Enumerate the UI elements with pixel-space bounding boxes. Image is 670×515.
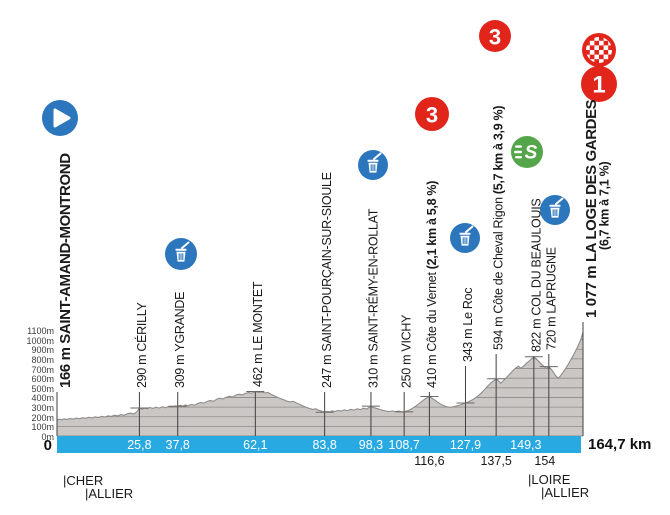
- marker-elevation: 1 077 m: [583, 261, 600, 318]
- marker-name: LAPRUGNE: [544, 247, 559, 314]
- distance-label-127-9: 127,9: [449, 437, 482, 452]
- department-allier-right: |ALLIER: [541, 485, 590, 500]
- y-axis-tick-100: 100m: [31, 422, 54, 433]
- climb-cat3-badge: 3: [479, 20, 511, 52]
- sprint-icon: S: [511, 136, 543, 168]
- marker-name: VICHY: [399, 314, 414, 352]
- marker-label-laprugne: 720 m LAPRUGNE: [544, 247, 559, 350]
- svg-text:3: 3: [489, 25, 501, 50]
- profile-area: [57, 332, 583, 436]
- marker-lines: [56, 322, 584, 436]
- marker-label-le-roc: 343 m Le Roc: [460, 287, 475, 362]
- marker-name: SAINT-RÉMY-EN-ROLLAT: [366, 208, 381, 352]
- distance-label-137-5: 137,5: [480, 454, 512, 468]
- marker-label-le-montet: 462 m LE MONTET: [250, 281, 265, 387]
- marker-elevation: 247 m: [320, 351, 335, 388]
- marker-name: SAINT-AMAND-MONTROND: [57, 153, 74, 344]
- marker-label-ygrande: 309 m YGRANDE: [173, 291, 188, 388]
- marker-elevation: 720 m: [544, 313, 559, 350]
- waste-zone-icon: [540, 195, 570, 225]
- y-axis-tick-900: 900m: [31, 345, 54, 356]
- svg-text:S: S: [525, 143, 538, 164]
- waste-zone-icon: [165, 238, 197, 270]
- climb-cat1-badge: 1: [581, 66, 617, 102]
- waste-zone-icon: [450, 223, 480, 253]
- marker-label-saint-amand-montrond: 166 m SAINT-AMAND-MONTROND: [57, 153, 74, 388]
- marker-label-vichy: 250 m VICHY: [399, 314, 414, 388]
- marker-elevation: 310 m: [366, 351, 381, 388]
- distance-label-108-7: 108,7: [388, 437, 420, 452]
- marker-elevation: 343 m: [460, 325, 475, 362]
- svg-text:3: 3: [426, 103, 438, 128]
- distance-label-25-8: 25,8: [127, 437, 152, 452]
- marker-elevation: 410 m: [424, 351, 439, 388]
- distance-label-62-1: 62,1: [243, 437, 268, 452]
- marker-name: YGRANDE: [173, 291, 188, 352]
- distance-label-83-8: 83,8: [312, 437, 337, 452]
- marker-label-saint-pourcain-sur-sioule: 247 m SAINT-POURÇAIN-SUR-SIOULE: [320, 172, 335, 388]
- marker-gradient: (6,7 km à 7,1 %): [597, 161, 612, 250]
- waste-zone-icon: [358, 150, 388, 180]
- distance-label-154: 154: [534, 454, 556, 468]
- department-cher: |CHER: [63, 473, 104, 488]
- marker-elevation: 594 m: [491, 313, 506, 350]
- marker-label-cerilly: 290 m CÉRILLY: [134, 302, 149, 389]
- marker-name: COL DU BEAULOUIS: [529, 198, 544, 316]
- marker-name: Côte de Cheval Rigon: [491, 197, 506, 314]
- distance-label-98-3: 98,3: [358, 437, 384, 452]
- marker-gradient: (5,7 km à 3,9 %): [491, 105, 506, 198]
- marker-gradient: (2,1 km à 5,8 %): [424, 180, 439, 273]
- department-allier-left: |ALLIER: [85, 486, 134, 501]
- marker-label-saint-remy-en-rollat: 310 m SAINT-RÉMY-EN-ROLLAT: [366, 208, 381, 388]
- marker-label-cote-du-vernet: 410 m Côte du Vernet (2,1 km à 5,8 %): [424, 180, 439, 388]
- start-icon: [42, 100, 78, 136]
- svg-text:1: 1: [592, 72, 605, 99]
- y-axis-tick-300: 300m: [31, 403, 54, 414]
- marker-name: CÉRILLY: [134, 302, 149, 352]
- y-axis-tick-400: 400m: [31, 393, 54, 404]
- distance-label-37-8: 37,8: [165, 437, 190, 452]
- marker-elevation: 250 m: [399, 351, 414, 388]
- y-axis-tick-700: 700m: [31, 364, 54, 375]
- y-axis-tick-500: 500m: [31, 383, 54, 394]
- y-axis-tick-0: 0m: [41, 432, 54, 442]
- climb-cat3-badge: 3: [415, 97, 449, 131]
- y-axis-tick-1000: 1000m: [26, 335, 54, 346]
- department-loire: |LOIRE: [528, 472, 571, 487]
- distance-start-label: 0: [43, 437, 52, 454]
- marker-label-cote-de-cheval-rigon: 594 m Côte de Cheval Rigon (5,7 km à 3,9…: [491, 105, 506, 350]
- distance-total-label: 164,7 km: [588, 436, 652, 453]
- marker-name: LE MONTET: [250, 281, 265, 351]
- distance-label-149-3: 149,3: [510, 437, 542, 452]
- marker-elevation: 822 m: [529, 315, 544, 352]
- marker-name: Côte du Vernet: [424, 272, 439, 352]
- marker-label-col-du-beaulouis: 822 m COL DU BEAULOUIS: [529, 198, 544, 352]
- marker-elevation: 166 m: [57, 343, 74, 388]
- distance-bar: [57, 436, 581, 453]
- y-axis-tick-1100: 1100m: [27, 326, 54, 336]
- marker-name: SAINT-POURÇAIN-SUR-SIOULE: [320, 172, 335, 352]
- marker-label-la-loge-des-gardes-gradient: (6,7 km à 7,1 %): [597, 161, 612, 250]
- y-axis-tick-600: 600m: [31, 374, 54, 385]
- profile-outline: [56, 332, 584, 421]
- y-axis-tick-800: 800m: [31, 354, 54, 365]
- finish-flag-icon: [582, 33, 616, 67]
- marker-elevation: 290 m: [134, 351, 149, 388]
- y-axis-tick-200: 200m: [31, 412, 54, 423]
- marker-elevation: 462 m: [250, 350, 265, 387]
- marker-name: Le Roc: [460, 287, 475, 326]
- marker-elevation: 309 m: [173, 351, 188, 388]
- distance-label-116-6: 116,6: [414, 454, 445, 468]
